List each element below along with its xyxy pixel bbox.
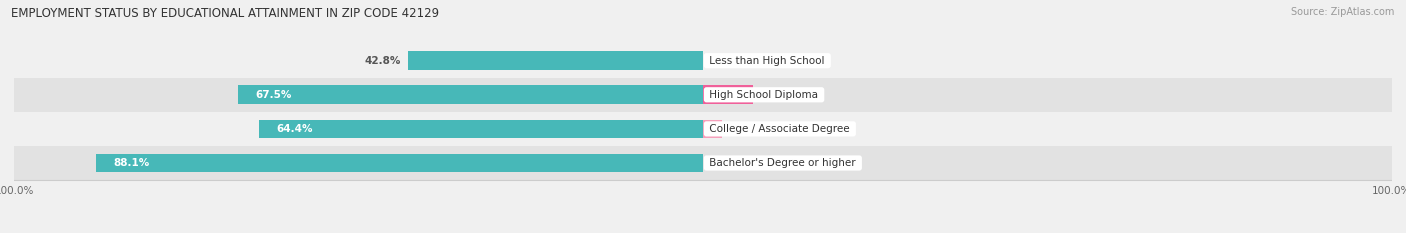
Text: 2.7%: 2.7% (733, 124, 758, 134)
Text: 88.1%: 88.1% (114, 158, 149, 168)
Bar (703, 120, 721, 138)
Text: 0.0%: 0.0% (713, 56, 740, 66)
Bar (14, 146, 1392, 180)
Text: Bachelor's Degree or higher: Bachelor's Degree or higher (706, 158, 859, 168)
Text: EMPLOYMENT STATUS BY EDUCATIONAL ATTAINMENT IN ZIP CODE 42129: EMPLOYMENT STATUS BY EDUCATIONAL ATTAINM… (11, 7, 439, 20)
Bar (14, 112, 1392, 146)
Text: 7.2%: 7.2% (763, 90, 789, 100)
Bar (238, 86, 703, 104)
Bar (14, 44, 1392, 78)
Text: 42.8%: 42.8% (366, 56, 401, 66)
Bar (259, 120, 703, 138)
Bar (703, 86, 752, 104)
Text: 0.0%: 0.0% (713, 158, 740, 168)
Text: College / Associate Degree: College / Associate Degree (706, 124, 853, 134)
Bar (408, 51, 703, 70)
Text: Source: ZipAtlas.com: Source: ZipAtlas.com (1291, 7, 1395, 17)
Bar (14, 78, 1392, 112)
Text: High School Diploma: High School Diploma (706, 90, 821, 100)
Text: 64.4%: 64.4% (277, 124, 314, 134)
Bar (96, 154, 703, 172)
Text: 67.5%: 67.5% (254, 90, 291, 100)
Text: Less than High School: Less than High School (706, 56, 828, 66)
